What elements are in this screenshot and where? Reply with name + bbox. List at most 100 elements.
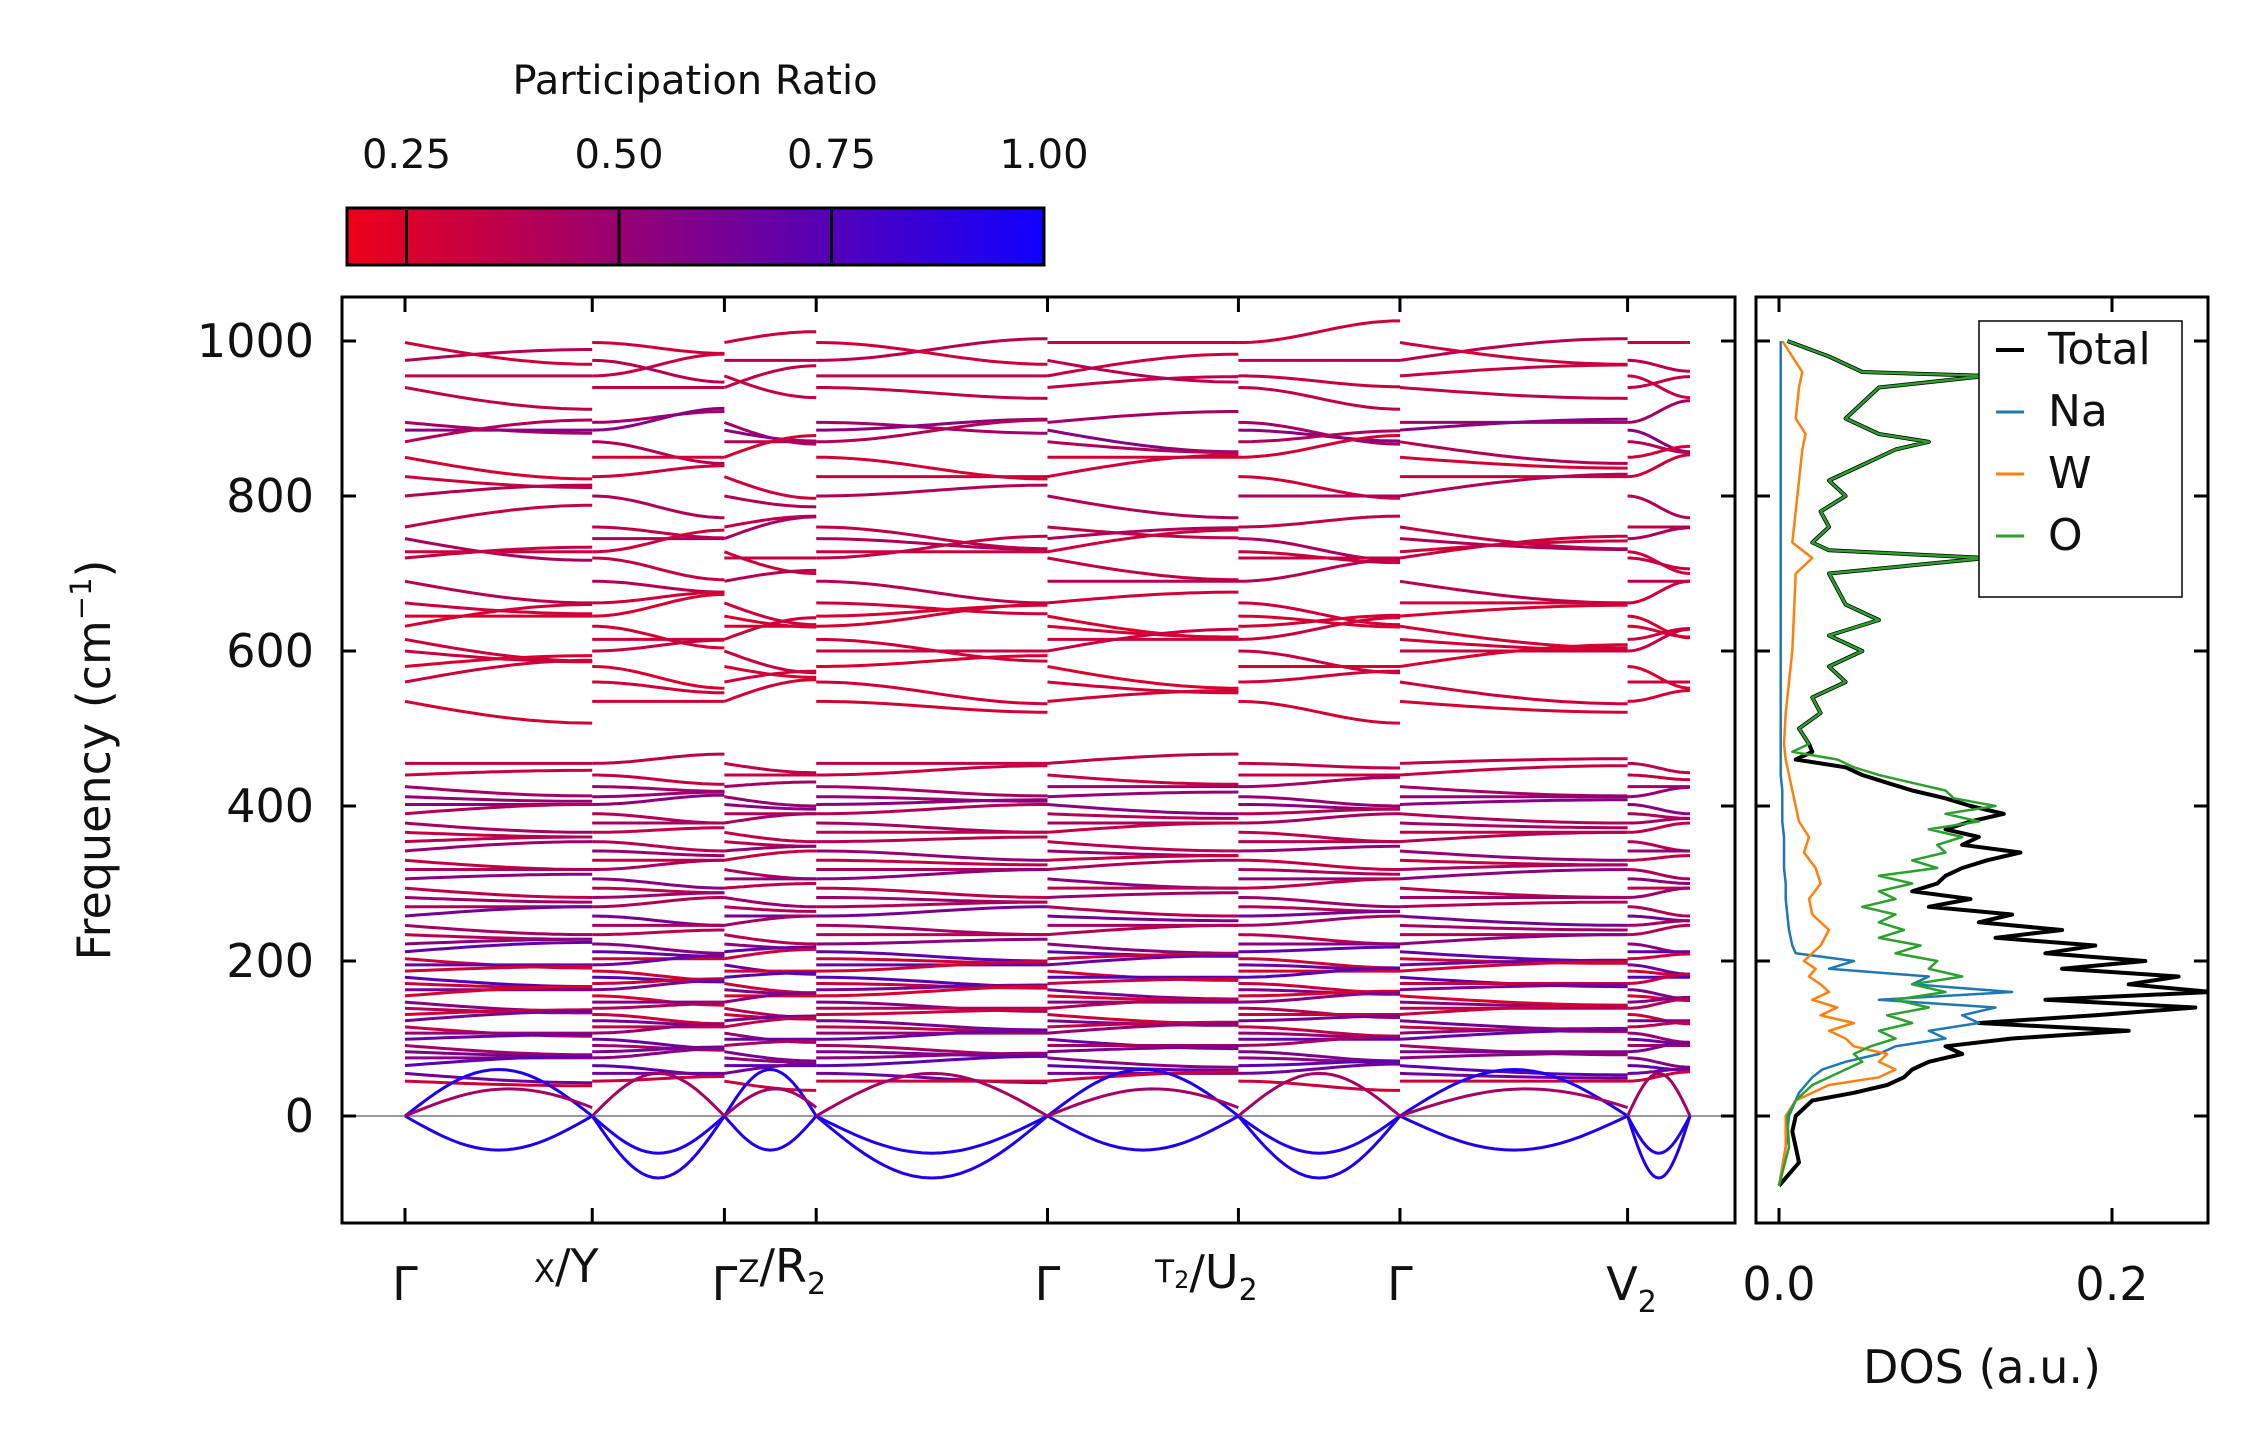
band-line: [1238, 868, 1400, 876]
dos-series-na: [1777, 341, 2014, 1187]
band-line: [816, 785, 1048, 798]
band-line: [816, 420, 1048, 435]
band-line: [404, 937, 593, 946]
band-line: [592, 624, 725, 650]
band-line: [816, 654, 1048, 668]
band-line: [1627, 905, 1690, 918]
band-line: [404, 785, 593, 798]
band-line: [404, 658, 593, 684]
band-line: [1627, 1020, 1690, 1029]
band-line: [1399, 643, 1628, 668]
band-line: [404, 1071, 593, 1085]
band-line: [1399, 830, 1628, 844]
band-line: [1047, 453, 1239, 479]
acoustic-band-line: [591, 1114, 726, 1155]
band-line: [1627, 821, 1691, 834]
band-line: [1627, 440, 1690, 455]
dos-x-tick-label: 0.2: [2075, 1257, 2148, 1311]
band-line: [1047, 526, 1239, 541]
band-line: [723, 434, 817, 459]
acoustic-band-line: [404, 1114, 593, 1152]
band-line: [724, 803, 817, 811]
band-line: [592, 494, 725, 520]
k-point-label: Γ: [392, 1257, 418, 1311]
legend-label: W: [2048, 448, 2092, 499]
band-line: [592, 978, 725, 992]
band-line: [816, 900, 1048, 909]
band-line: [592, 556, 725, 582]
band-line: [1627, 627, 1691, 653]
band-line: [1627, 453, 1691, 479]
band-line: [1238, 649, 1401, 675]
colorbar-tick-label: 1.00: [999, 132, 1088, 178]
band-line: [404, 985, 593, 998]
k-point-label: Γ: [1387, 1257, 1413, 1311]
band-line: [404, 418, 593, 444]
band-line: [592, 891, 725, 899]
band-line: [1627, 761, 1691, 775]
band-line: [1238, 877, 1400, 890]
band-line: [1399, 798, 1628, 806]
band-line: [1627, 665, 1691, 690]
band-line: [1238, 601, 1400, 627]
band-line: [816, 835, 1048, 844]
band-line: [1238, 991, 1400, 1004]
colorbar-tick-label: 0.25: [362, 132, 451, 178]
band-line: [1399, 960, 1628, 973]
band-line: [592, 1002, 725, 1010]
band-line: [724, 568, 817, 583]
acoustic-band-line: [404, 1067, 594, 1118]
band-line: [1399, 337, 1628, 362]
band-line: [1627, 399, 1691, 424]
band-line: [592, 942, 725, 955]
band-line: [404, 1033, 593, 1041]
band-line: [1047, 997, 1239, 1010]
band-line: [404, 964, 593, 973]
band-line: [1627, 952, 1690, 961]
band-line: [404, 795, 593, 803]
band-line: [1627, 579, 1690, 605]
band-line: [592, 785, 725, 793]
acoustic-band-line: [723, 1067, 818, 1117]
band-line: [1399, 534, 1628, 560]
band-line: [592, 896, 725, 909]
band-line: [404, 386, 593, 411]
band-line: [404, 699, 593, 725]
band-line: [724, 905, 817, 913]
acoustic-band-line: [723, 1115, 818, 1152]
band-line: [816, 868, 1048, 881]
band-line: [724, 761, 817, 775]
acoustic-band-line: [1626, 1071, 1692, 1117]
band-line: [1238, 844, 1400, 853]
band-line: [1238, 945, 1401, 954]
band-line: [1399, 849, 1628, 862]
band-line: [404, 475, 593, 489]
acoustic-band-line: [1399, 1067, 1629, 1118]
band-line: [404, 654, 593, 668]
band-line: [1238, 812, 1400, 825]
band-line: [1047, 1056, 1239, 1069]
band-line: [1047, 358, 1239, 384]
dos-legend: Total Na WO: [1978, 320, 2183, 598]
colorbar: Participation Ratio 0.25 0.50 0.75 1.00: [345, 58, 1089, 267]
band-line: [816, 1028, 1048, 1041]
band-line: [1047, 812, 1239, 820]
legend-label: O: [2048, 510, 2083, 561]
acoustic-band-line: [590, 1115, 726, 1180]
band-line: [592, 928, 725, 937]
band-line: [1627, 773, 1690, 782]
band-line: [816, 886, 1048, 899]
k-point-label: V2: [1606, 1257, 1657, 1320]
band-line: [1047, 803, 1239, 816]
colorbar-title: Participation Ratio: [512, 58, 877, 104]
band-line: [816, 1051, 1048, 1060]
band-line: [1238, 616, 1401, 641]
band-line: [816, 803, 1048, 816]
phonon-bands: [404, 319, 1692, 1180]
band-line: [724, 1039, 817, 1047]
colorbar-tick-label: 0.50: [574, 132, 663, 178]
band-line: [1627, 1067, 1690, 1075]
band-line: [1627, 526, 1690, 541]
band-line: [592, 341, 725, 355]
